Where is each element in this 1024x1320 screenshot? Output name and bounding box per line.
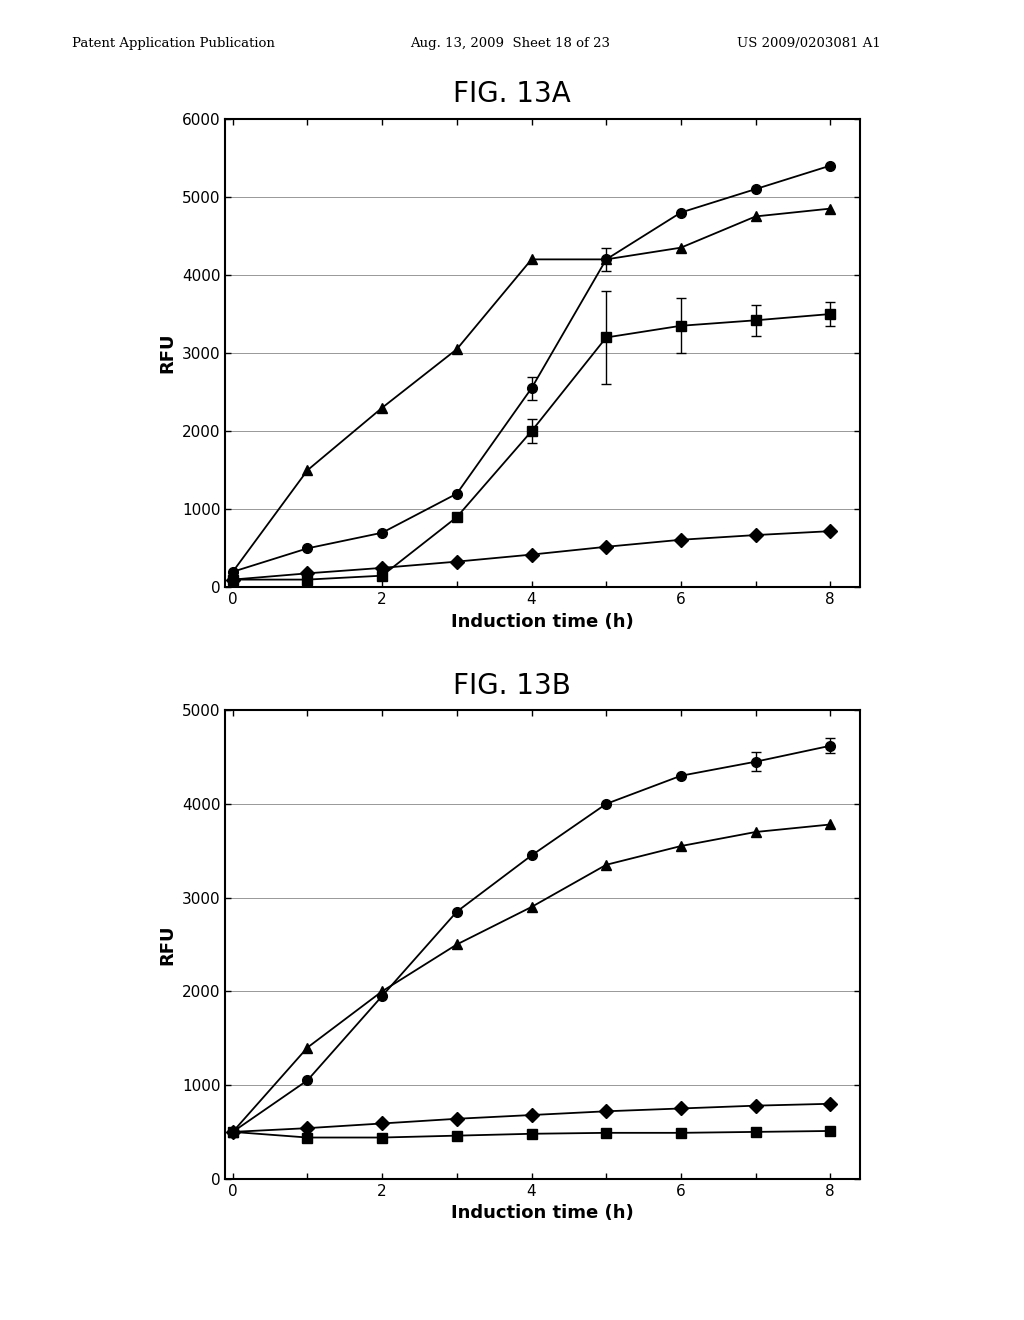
Text: Patent Application Publication: Patent Application Publication	[72, 37, 274, 50]
X-axis label: Induction time (h): Induction time (h)	[452, 612, 634, 631]
Text: US 2009/0203081 A1: US 2009/0203081 A1	[737, 37, 881, 50]
Text: FIG. 13B: FIG. 13B	[453, 672, 571, 700]
X-axis label: Induction time (h): Induction time (h)	[452, 1204, 634, 1222]
Text: FIG. 13A: FIG. 13A	[454, 81, 570, 108]
Text: Aug. 13, 2009  Sheet 18 of 23: Aug. 13, 2009 Sheet 18 of 23	[410, 37, 609, 50]
Y-axis label: RFU: RFU	[159, 924, 176, 965]
Y-axis label: RFU: RFU	[159, 333, 176, 374]
